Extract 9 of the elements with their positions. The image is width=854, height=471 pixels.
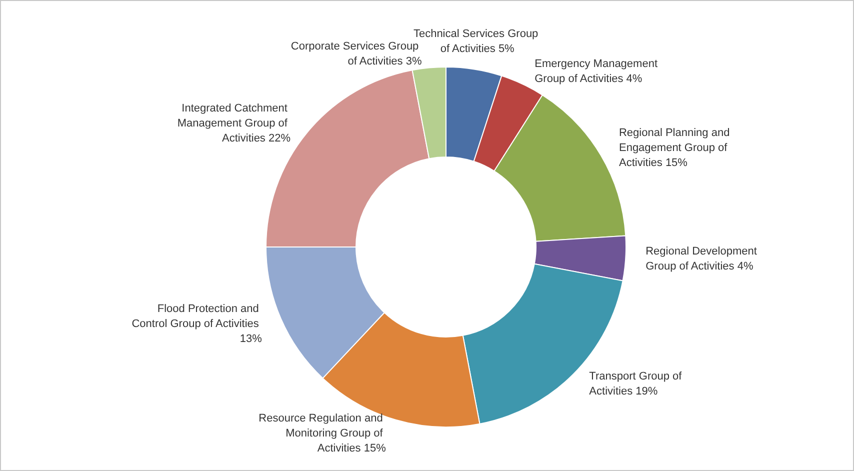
slice-label: Emergency Management Group of Activities 4% <box>534 58 661 85</box>
slice-label: Regional Planning and Engagement Group of Activities 15% <box>618 127 733 170</box>
slice-label: Transport Group of Activities 19% <box>589 370 685 398</box>
data-label: 13% <box>240 333 262 346</box>
slice-label: Resource Regulation and Monitoring Group of Activities 15% <box>258 412 386 454</box>
slice-label: Regional Development Group of Activities 4% <box>646 246 760 273</box>
slice-label: Flood Protection and Control Group of Activities <box>132 303 262 330</box>
slice-label: Corporate Services Group of Activities 3% <box>290 40 422 68</box>
slice-label: Integrated Catchment Management Group of Activities 22% <box>177 102 291 144</box>
